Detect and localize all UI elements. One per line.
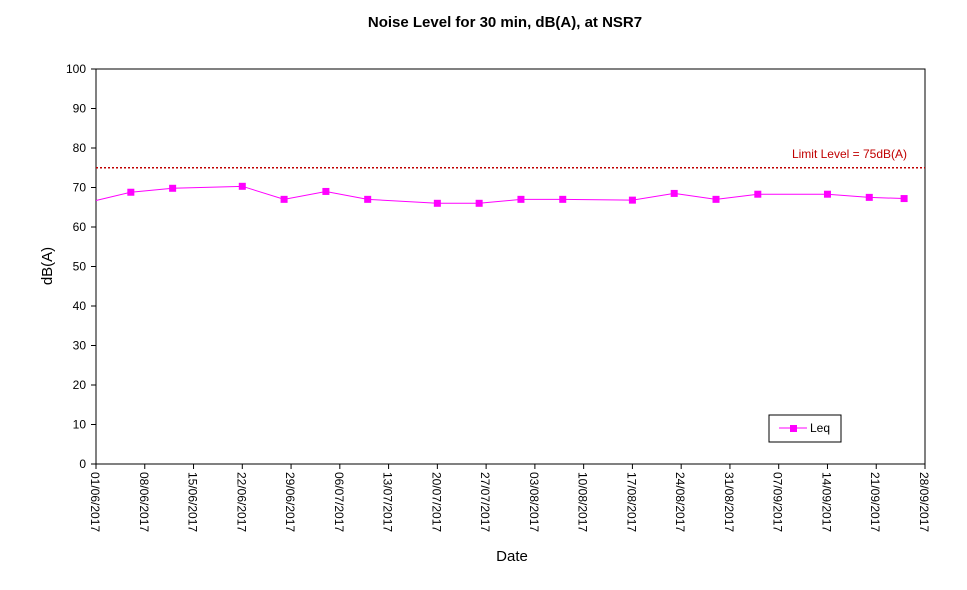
data-point-leq: [169, 184, 177, 192]
series-line-leq: [95, 185, 905, 204]
data-point-leq: [322, 187, 330, 195]
y-tick-label: 10: [73, 418, 87, 432]
data-point-leq: [364, 195, 372, 203]
data-point-leq: [670, 189, 678, 197]
y-axis-label: dB(A): [39, 247, 56, 285]
x-tick-label: 27/07/2017: [478, 472, 492, 532]
x-tick-label: 07/09/2017: [771, 472, 785, 532]
data-point-leq: [433, 199, 441, 207]
x-tick-label: 15/06/2017: [186, 472, 200, 532]
y-tick-label: 0: [79, 457, 86, 471]
data-point-leq: [280, 195, 288, 203]
legend-label: Leq: [810, 421, 830, 435]
data-point-leq: [900, 195, 908, 203]
legend: Leq: [768, 414, 842, 443]
x-tick-label: 13/07/2017: [381, 472, 395, 532]
x-tick-label: 08/06/2017: [137, 472, 151, 532]
x-tick-label: 06/07/2017: [332, 472, 346, 532]
plot-area: 0 10 20 30 40 50 60 70 80 90 100 01/06/2017 08/06/2…: [66, 62, 931, 532]
x-tick-label: 03/08/2017: [527, 472, 541, 532]
x-tick-label: 22/06/2017: [234, 472, 248, 532]
data-point-leq: [712, 195, 720, 203]
x-axis: 01/06/2017 08/06/2017 15/06/2017 22/06/2017…: [88, 464, 931, 532]
y-tick-label: 70: [73, 181, 87, 195]
data-point-leq: [628, 196, 636, 204]
y-tick-label: 30: [73, 339, 87, 353]
x-tick-label: 14/09/2017: [819, 472, 833, 532]
y-axis: 0 10 20 30 40 50 60 70 80 90 100: [66, 62, 96, 471]
x-tick-label: 21/09/2017: [868, 472, 882, 532]
data-point-leq: [238, 182, 246, 190]
data-point-leq: [559, 195, 567, 203]
y-tick-label: 100: [66, 62, 86, 76]
y-tick-label: 20: [73, 378, 87, 392]
y-tick-label: 90: [73, 102, 87, 116]
legend-marker: [790, 425, 797, 432]
x-tick-label: 31/08/2017: [722, 472, 736, 532]
x-tick-label: 01/06/2017: [88, 472, 102, 532]
x-tick-label: 20/07/2017: [429, 472, 443, 532]
x-tick-label: 10/08/2017: [576, 472, 590, 532]
x-tick-label: 24/08/2017: [673, 472, 687, 532]
data-point-leq: [754, 190, 762, 198]
x-tick-label: 28/09/2017: [917, 472, 931, 532]
data-point-leq: [517, 195, 525, 203]
data-point-leq: [865, 193, 873, 201]
chart-title: Noise Level for 30 min, dB(A), at NSR7: [368, 14, 642, 31]
y-tick-label: 40: [73, 299, 87, 313]
data-point-leq: [475, 199, 483, 207]
data-point-leq: [823, 190, 831, 198]
y-tick-label: 50: [73, 260, 87, 274]
x-tick-label: 17/08/2017: [624, 472, 638, 532]
y-tick-label: 80: [73, 141, 87, 155]
data-point-leq: [127, 188, 135, 196]
plot-frame: [95, 68, 926, 465]
limit-label: Limit Level = 75dB(A): [792, 147, 907, 161]
y-tick-label: 60: [73, 220, 87, 234]
x-tick-label: 29/06/2017: [283, 472, 297, 532]
series-group: [95, 182, 908, 207]
x-axis-label: Date: [496, 548, 528, 565]
limit-line-group: Limit Level = 75dB(A): [96, 147, 925, 169]
